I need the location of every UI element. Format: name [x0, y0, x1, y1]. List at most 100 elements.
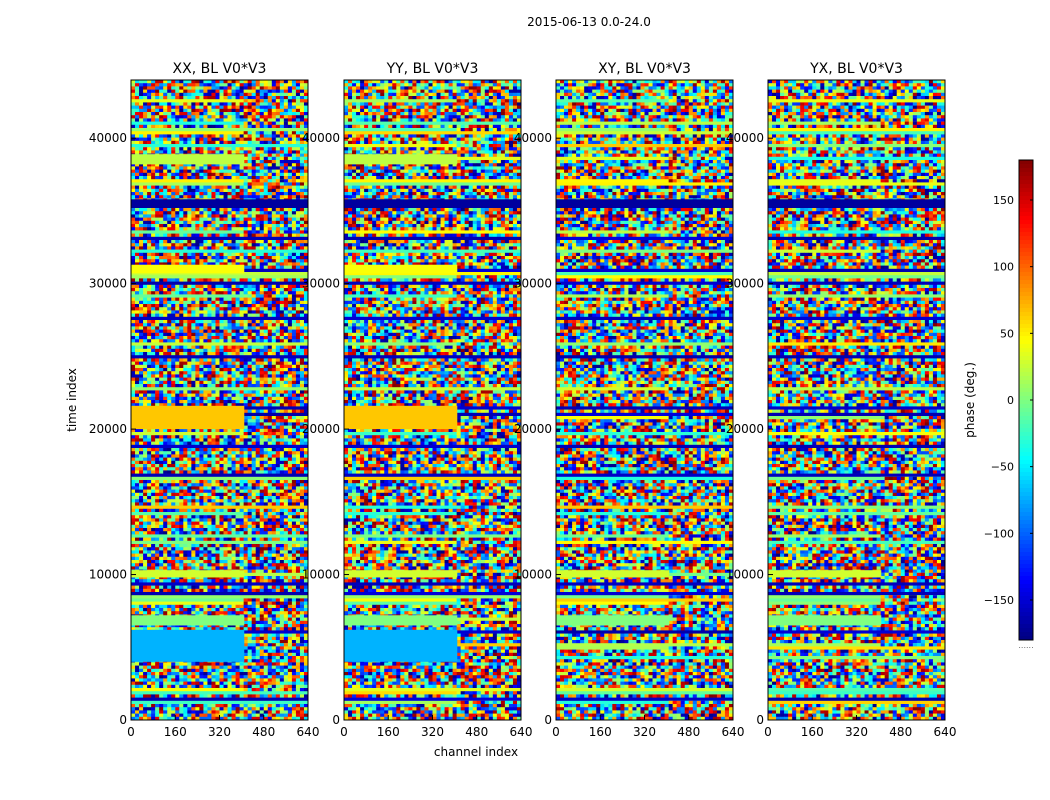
x-tick-label: 640 [934, 725, 957, 739]
y-tick-label: 10000 [89, 568, 127, 582]
colorbar-segment [1019, 620, 1033, 625]
colorbar-segment [1019, 300, 1033, 305]
colorbar: 150 100 50 0 −50 −100 −150 [984, 159, 1034, 641]
colorbar-segment [1019, 472, 1033, 477]
colorbar-segment [1019, 172, 1033, 177]
x-tick-label: 480 [677, 725, 700, 739]
colorbar-segment [1019, 352, 1033, 357]
colorbar-segment [1019, 488, 1033, 493]
colorbar-segment [1019, 576, 1033, 581]
colorbar-segment [1019, 420, 1033, 425]
colorbar-segment [1019, 232, 1033, 237]
colorbar-segment [1019, 520, 1033, 525]
panel-title: YY, BL V0*V3 [386, 61, 479, 77]
y-tick-label: 0 [332, 713, 340, 727]
colorbar-segment [1019, 332, 1033, 337]
colorbar-segment [1019, 216, 1033, 221]
colorbar-segment [1019, 304, 1033, 309]
colorbar-segment [1019, 404, 1033, 409]
colorbar-segment [1019, 588, 1033, 593]
colorbar-segment [1019, 584, 1033, 589]
colorbar-segment [1019, 268, 1033, 273]
heatmap-cells [556, 80, 733, 720]
y-tick-label: 0 [119, 713, 127, 727]
colorbar-segment [1019, 452, 1033, 457]
colorbar-segment [1019, 380, 1033, 385]
x-tick-label: 640 [722, 725, 745, 739]
colorbar-segment [1019, 324, 1033, 329]
colorbar-segment [1019, 168, 1033, 173]
colorbar-tick-label: 50 [1000, 327, 1014, 340]
colorbar-segment [1019, 544, 1033, 549]
colorbar-segment [1019, 320, 1033, 325]
y-tick-label: 0 [756, 713, 764, 727]
y-tick-label: 30000 [726, 277, 764, 291]
x-tick-label: 0 [127, 725, 135, 739]
colorbar-segment [1019, 360, 1033, 365]
panel-0: XX, BL V0*V3 0 160 320 480 640 0 10000 20000 3000… [89, 61, 320, 739]
colorbar-segment [1019, 288, 1033, 293]
colorbar-segment [1019, 256, 1033, 261]
colorbar-segment [1019, 384, 1033, 389]
colorbar-segment [1019, 412, 1033, 417]
colorbar-segment [1019, 536, 1033, 541]
colorbar-segment [1019, 564, 1033, 569]
colorbar-segment [1019, 632, 1033, 637]
colorbar-segment [1019, 308, 1033, 313]
y-tick-label: 30000 [89, 277, 127, 291]
y-tick-label: 20000 [89, 422, 127, 436]
colorbar-segment [1019, 636, 1033, 641]
colorbar-segment [1019, 208, 1033, 213]
y-tick-label: 40000 [302, 131, 340, 145]
colorbar-segment [1019, 248, 1033, 253]
colorbar-segment [1019, 500, 1033, 505]
colorbar-tick-label: −150 [984, 594, 1014, 607]
panel-1: YY, BL V0*V3 0 160 320 480 640 0 10000 20000 3000… [302, 61, 533, 739]
colorbar-segment [1019, 416, 1033, 421]
colorbar-segment [1019, 408, 1033, 413]
colorbar-segment [1019, 460, 1033, 465]
panel-2: XY, BL V0*V3 0 160 320 480 640 0 10000 20000 3000… [514, 61, 745, 739]
colorbar-segment [1019, 528, 1033, 533]
colorbar-segment [1019, 160, 1033, 165]
colorbar-segment [1019, 280, 1033, 285]
colorbar-segment [1019, 444, 1033, 449]
colorbar-segment [1019, 328, 1033, 333]
colorbar-segment [1019, 556, 1033, 561]
colorbar-segment [1019, 552, 1033, 557]
panel-title: YX, BL V0*V3 [809, 61, 903, 77]
colorbar-segment [1019, 276, 1033, 281]
panels: XX, BL V0*V3 0 160 320 480 640 0 10000 20000 3000… [89, 61, 957, 739]
colorbar-segment [1019, 464, 1033, 469]
colorbar-segment [1019, 340, 1033, 345]
colorbar-segment [1019, 228, 1033, 233]
colorbar-segment [1019, 212, 1033, 217]
x-tick-label: 320 [208, 725, 231, 739]
x-tick-label: 480 [465, 725, 488, 739]
colorbar-segment [1019, 524, 1033, 529]
colorbar-segment [1019, 480, 1033, 485]
colorbar-segment [1019, 252, 1033, 257]
colorbar-segment [1019, 604, 1033, 609]
colorbar-segment [1019, 440, 1033, 445]
colorbar-tick-label: −100 [984, 527, 1014, 540]
colorbar-segment [1019, 400, 1033, 405]
colorbar-segment [1019, 496, 1033, 501]
heatmap-cells [131, 80, 308, 720]
colorbar-segment [1019, 204, 1033, 209]
colorbar-segment [1019, 240, 1033, 245]
y-axis-label: time index [65, 368, 79, 432]
colorbar-segment [1019, 600, 1033, 605]
colorbar-segment [1019, 176, 1033, 181]
colorbar-segment [1019, 548, 1033, 553]
y-tick-label: 0 [544, 713, 552, 727]
x-axis-label: channel index [434, 745, 518, 759]
colorbar-segment [1019, 392, 1033, 397]
colorbar-segment [1019, 624, 1033, 629]
colorbar-segment [1019, 592, 1033, 597]
heatmap-cells [344, 80, 521, 720]
colorbar-segment [1019, 616, 1033, 621]
colorbar-segment [1019, 504, 1033, 509]
colorbar-segment [1019, 512, 1033, 517]
